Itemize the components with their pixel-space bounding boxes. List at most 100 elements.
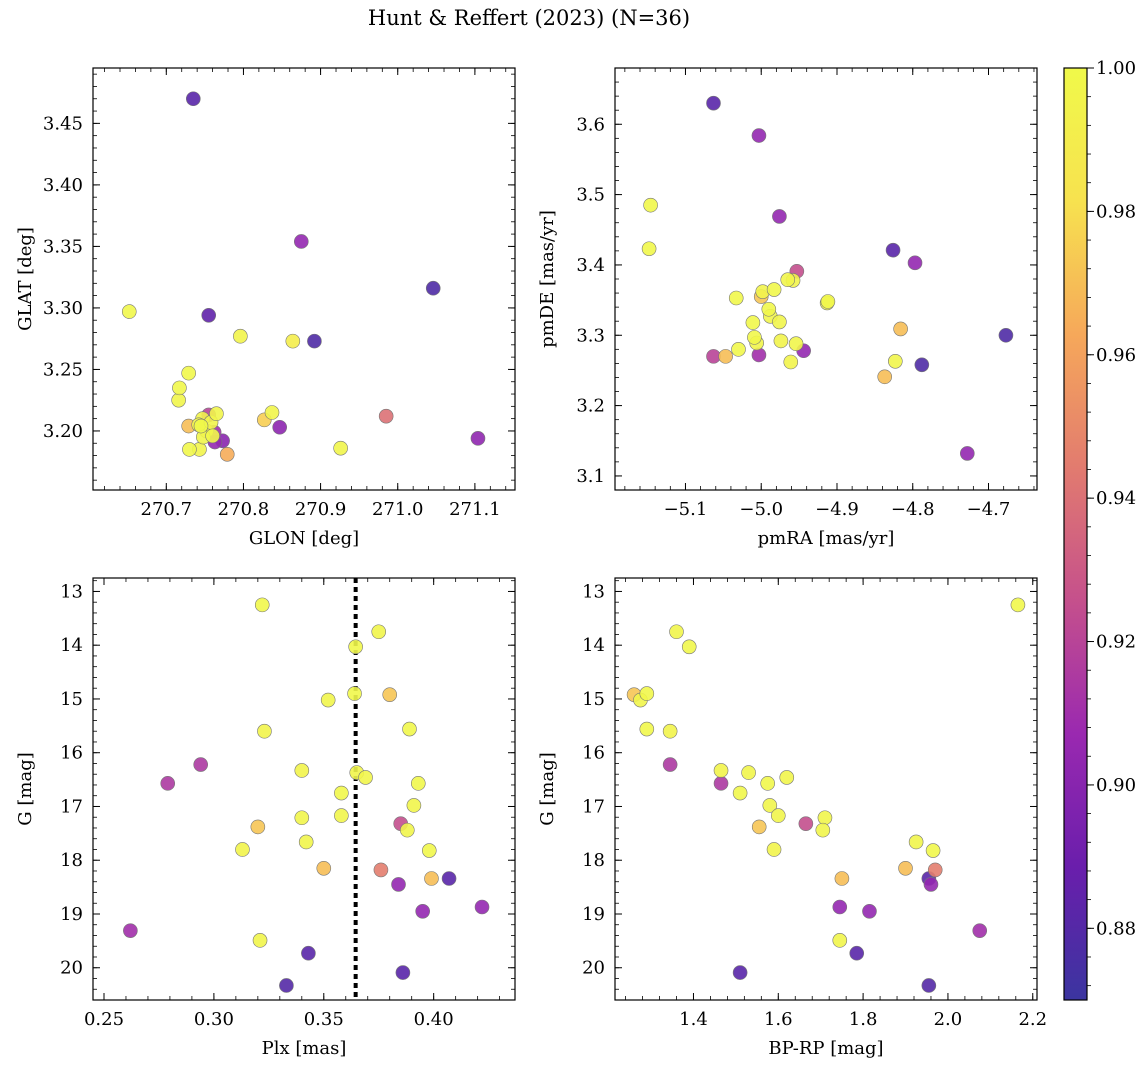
scatter-point [378,408,394,424]
scatter-point [441,871,457,886]
colorbar-tick-label: 0.92 [1096,632,1136,653]
x-tick-label: −5.1 [664,499,708,520]
scatter-point [172,380,187,396]
scatter-point [293,234,309,249]
panel-glon-glat: 270.7 270.8 270.9 271.0 271.1 3.20 3.25 3.30 3.3… [15,67,516,549]
x-axis-label: pmRA [mas/yr] [758,528,895,549]
scatter-point [662,723,678,739]
plot-frame [614,67,1038,491]
scatter-point [320,692,336,708]
scatter-point [373,862,389,878]
scatter-point [925,843,941,858]
colorbar-tick-label: 1.00 [1096,58,1136,79]
scatter-point [772,209,787,224]
scatter-point [783,354,799,370]
plot-frame [614,577,1038,1001]
scatter-point [706,95,721,111]
scatter-point [348,639,363,655]
scatter-point [762,798,778,813]
x-axis-label: GLON [deg] [249,528,359,549]
scatter-point [410,776,426,791]
scatter-point [780,272,796,288]
x-tick-label: −4.8 [891,499,935,520]
y-tick-label: 18 [60,850,83,871]
colorbar-tick-label: 0.88 [1096,918,1136,939]
scatter-point [301,945,316,961]
scatter-point [908,834,924,850]
scatter-point [888,353,903,369]
scatter-point [294,763,310,778]
scatter-points [123,597,490,993]
y-tick-label: 3.45 [43,113,83,134]
y-tick-label: 13 [60,581,83,602]
scatter-point [333,440,348,456]
scatter-point [415,903,430,919]
scatter-point [358,770,373,785]
scatter-point [713,763,729,778]
scatter-point [641,241,657,257]
scatter-point [279,978,294,993]
scatter-point [395,965,411,980]
scatter-point [862,903,877,919]
scatter-point [219,447,235,462]
scatter-point [972,923,988,938]
panel-bprp-g: 1.4 1.6 1.8 2.0 2.2 13 14 15 16 17 18 19 20 BP-RP [ma… [537,577,1047,1059]
scatter-point [160,776,176,791]
figure-title: Hunt & Reffert (2023) (N=36) [367,6,691,30]
scatter-point [474,899,490,915]
y-tick-label: 17 [60,796,83,817]
scatter-point [893,321,908,337]
scatter-point [254,597,270,613]
scatter-point [205,428,220,444]
plot-frame [92,67,516,491]
x-tick-label: 0.25 [84,1009,124,1030]
scatter-point [815,822,831,838]
y-axis-label: G [mag] [537,752,558,825]
scatter-point [681,639,697,655]
scatter-point [1010,597,1026,613]
y-tick-label: 19 [582,904,605,925]
x-tick-label: 270.9 [295,499,347,520]
scatter-point [885,242,901,258]
scatter-point [817,810,833,826]
x-tick-label: −4.7 [967,499,1011,520]
x-tick-label: 1.8 [849,1009,878,1030]
scatter-point [316,860,332,876]
colorbar-tick-label: 0.94 [1096,488,1136,509]
scatter-point [123,923,138,938]
scatter-point [347,686,362,701]
scatter-point [334,785,349,801]
scatter-point [718,349,733,364]
y-tick-label: 3.1 [576,466,605,487]
scatter-point [751,128,767,143]
y-tick-label: 3.6 [576,114,605,135]
y-tick-label: 3.5 [576,185,605,206]
scatter-point [773,333,789,349]
scatter-point [272,419,287,435]
scatter-points [626,597,1026,993]
scatter-point [470,431,486,446]
scatter-point [751,347,767,363]
y-tick-label: 15 [582,689,605,710]
y-tick-label: 3.20 [43,421,83,442]
scatter-point [371,624,387,640]
scatter-point [391,877,406,892]
y-tick-label: 3.30 [43,298,83,319]
panel-plx-g: 0.25 0.30 0.35 0.40 13 14 15 16 17 18 19 20 Plx [mas… [15,577,516,1059]
scatter-points [121,91,486,462]
scatter-point [182,442,197,457]
scatter-point [761,301,777,317]
scatter-point [766,842,782,857]
scatter-point [298,834,314,850]
colorbar-gradient [1063,67,1088,1001]
x-tick-label: 1.6 [764,1009,793,1030]
y-tick-label: 16 [60,743,83,764]
scatter-points [641,95,1014,461]
y-tick-label: 19 [60,904,83,925]
panel-pmra-pmde: −5.1 −5.0 −4.9 −4.8 −4.7 3.1 3.2 3.3 3.4 3.5 3.6 pm… [537,67,1038,549]
scatter-point [732,785,748,801]
x-tick-label: 271.1 [449,499,501,520]
x-axis-label: BP-RP [mag] [768,1038,883,1059]
scatter-point [233,328,248,344]
scatter-point [772,314,787,330]
